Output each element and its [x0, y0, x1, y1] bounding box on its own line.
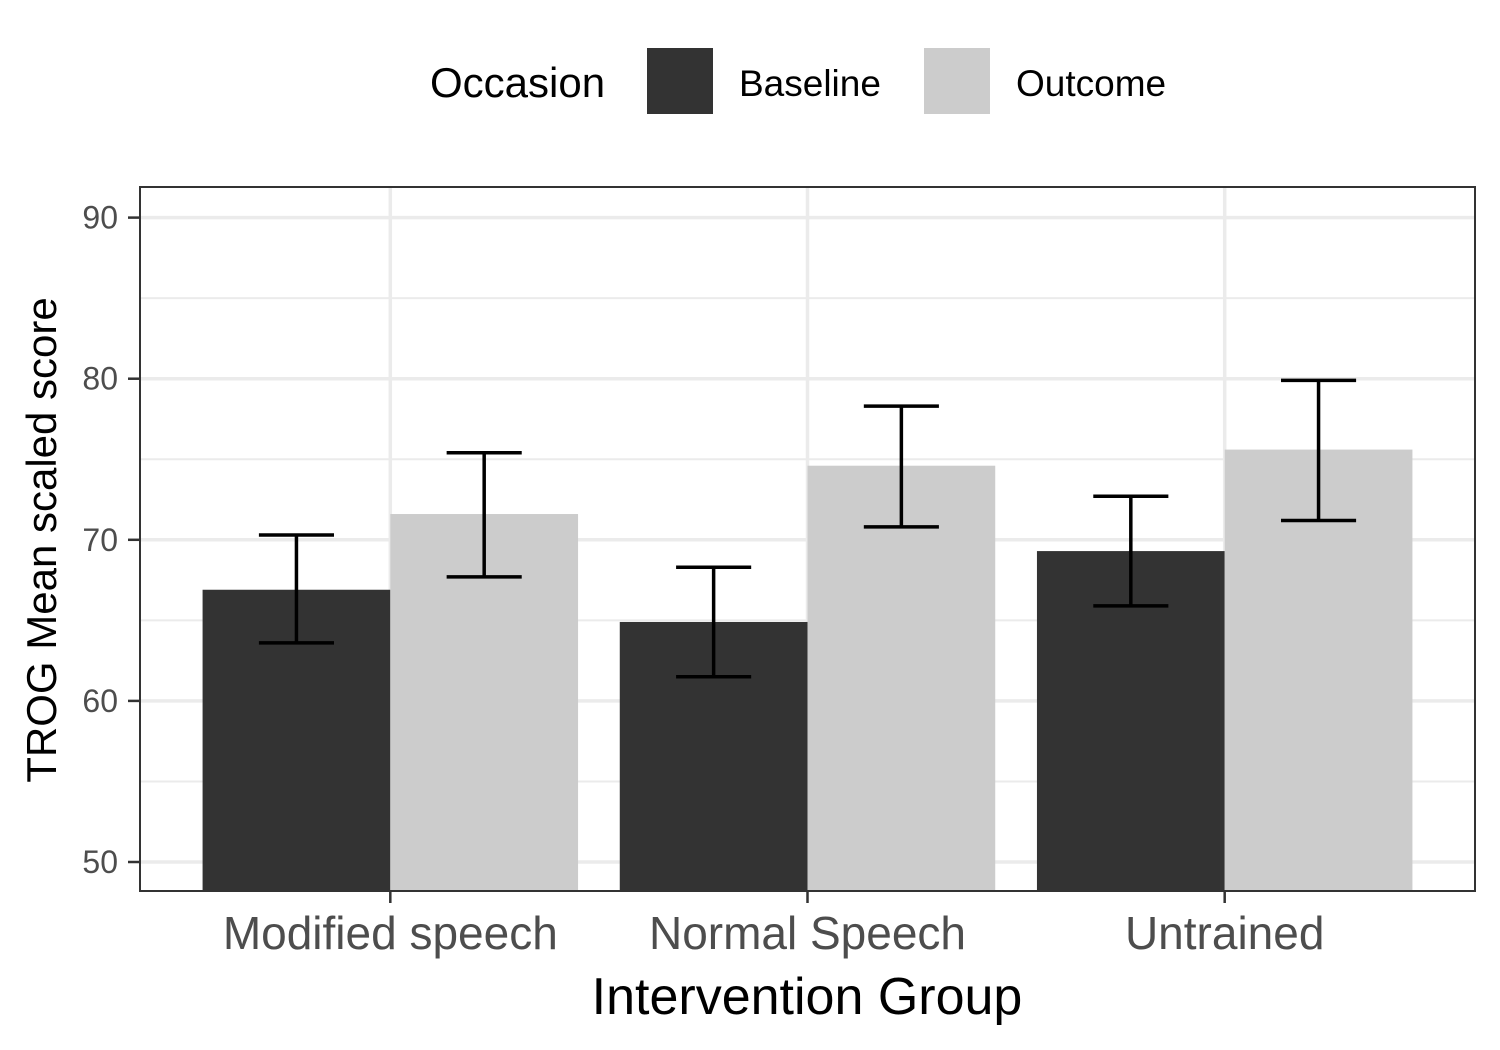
- y-tick-label: 90: [82, 200, 118, 236]
- legend: Occasion Baseline Outcome: [430, 48, 1166, 114]
- x-tick-label: Modified speech: [223, 907, 558, 959]
- x-tick-label: Normal Speech: [649, 907, 966, 959]
- y-axis: 50 60 70 80 90: [82, 200, 140, 880]
- bar-outcome: [1224, 449, 1413, 891]
- y-tick-label: 60: [82, 683, 118, 719]
- y-tick-label: 50: [82, 844, 118, 880]
- legend-key-baseline: [647, 48, 713, 114]
- x-axis-title: Intervention Group: [592, 968, 1023, 1026]
- error-bars: [258, 378, 1357, 679]
- y-axis-title: TROG Mean scaled score: [18, 297, 65, 783]
- legend-key-outcome: [924, 48, 990, 114]
- legend-label-outcome: Outcome: [1016, 63, 1166, 104]
- y-tick-label: 70: [82, 522, 118, 558]
- bars: [202, 449, 1413, 891]
- x-tick-label: Untrained: [1125, 907, 1324, 959]
- x-axis: Modified speech Normal Speech Untrained: [223, 891, 1324, 959]
- y-tick-label: 80: [82, 361, 118, 397]
- bar-outcome: [807, 465, 996, 891]
- legend-title: Occasion: [430, 59, 605, 106]
- bar-baseline: [1036, 551, 1225, 891]
- legend-label-baseline: Baseline: [739, 63, 881, 104]
